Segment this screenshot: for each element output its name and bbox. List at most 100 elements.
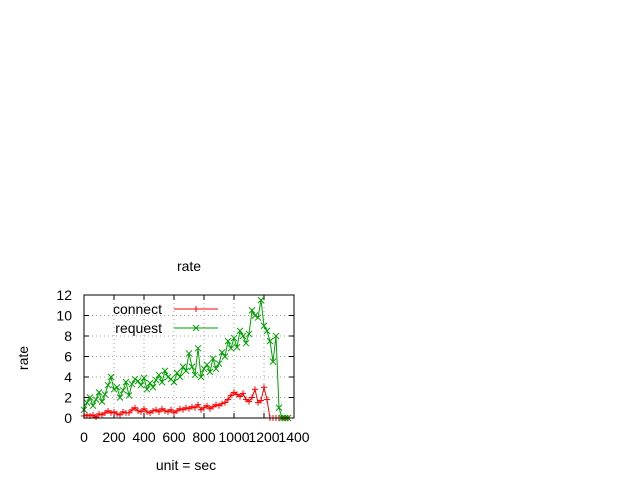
- cross-marker: [107, 373, 115, 381]
- marker-stroke: [251, 312, 259, 319]
- marker-stroke: [257, 296, 265, 304]
- cross-marker: [182, 367, 190, 375]
- cross-marker: [113, 383, 121, 391]
- marker-stroke: [167, 375, 175, 383]
- plus-marker: [219, 400, 225, 407]
- plus-marker: [84, 411, 90, 418]
- cross-marker: [206, 368, 214, 376]
- cross-marker: [116, 394, 124, 401]
- cross-marker: [239, 332, 247, 340]
- cross-marker: [179, 363, 187, 371]
- marker-stroke: [272, 332, 280, 340]
- marker-stroke: [263, 327, 271, 335]
- cross-marker: [92, 396, 100, 403]
- plus-marker: [195, 401, 201, 408]
- cross-marker: [272, 332, 280, 340]
- marker-stroke: [140, 374, 148, 382]
- cross-marker: [266, 337, 274, 345]
- marker-stroke: [260, 322, 268, 330]
- plus-marker: [114, 410, 120, 417]
- marker-stroke: [113, 383, 121, 391]
- plus-marker: [222, 399, 228, 406]
- marker-stroke: [245, 330, 253, 338]
- plus-marker: [177, 405, 183, 412]
- marker-stroke: [275, 404, 283, 412]
- marker-stroke: [173, 369, 181, 377]
- cross-marker: [134, 377, 142, 385]
- x-tick-label: 800: [192, 429, 216, 445]
- cross-marker: [152, 376, 160, 384]
- cross-marker: [218, 349, 226, 356]
- cross-marker: [194, 344, 202, 352]
- chart-title: rate: [177, 258, 201, 274]
- marker-stroke: [188, 363, 196, 371]
- marker-stroke: [92, 396, 100, 403]
- cross-marker: [215, 360, 223, 368]
- series-request: [80, 296, 292, 422]
- cross-marker: [137, 381, 145, 389]
- marker-stroke: [197, 373, 205, 381]
- plus-marker: [204, 402, 210, 409]
- cross-marker: [257, 296, 265, 304]
- plus-marker: [132, 404, 138, 411]
- plus-marker: [249, 394, 255, 401]
- plus-marker: [225, 396, 231, 403]
- cross-marker: [269, 358, 277, 365]
- plus-marker: [144, 408, 150, 415]
- cross-marker: [251, 312, 259, 319]
- marker-stroke: [233, 343, 241, 351]
- cross-marker: [95, 389, 103, 396]
- marker-stroke: [158, 378, 166, 386]
- cross-marker: [140, 374, 148, 382]
- plus-marker: [93, 413, 99, 420]
- cross-marker: [185, 350, 193, 357]
- x-tick-label: 400: [132, 429, 156, 445]
- cross-marker: [155, 371, 163, 379]
- plus-marker: [141, 405, 147, 412]
- cross-marker: [236, 327, 244, 335]
- marker-stroke: [164, 373, 172, 381]
- plus-marker: [264, 396, 270, 403]
- marker-stroke: [203, 361, 211, 369]
- cross-marker: [86, 394, 94, 401]
- marker-stroke: [194, 344, 202, 352]
- cross-marker: [230, 334, 238, 342]
- cross-marker: [275, 404, 283, 412]
- marker-stroke: [221, 353, 229, 360]
- marker-stroke: [266, 337, 274, 345]
- y-tick-label: 0: [64, 410, 72, 426]
- plus-marker: [213, 401, 219, 408]
- marker-stroke: [170, 378, 178, 386]
- marker-stroke: [209, 355, 217, 362]
- marker-stroke: [227, 344, 235, 352]
- marker-stroke: [146, 379, 154, 387]
- x-tick-label: 1200: [248, 429, 279, 445]
- cross-marker: [200, 365, 208, 373]
- cross-marker: [122, 378, 130, 386]
- marker-stroke: [125, 392, 133, 399]
- marker-stroke: [101, 391, 109, 398]
- y-tick-label: 2: [64, 390, 72, 406]
- marker-stroke: [86, 394, 94, 401]
- marker-stroke: [206, 368, 214, 376]
- plus-marker: [258, 397, 264, 404]
- marker-stroke: [122, 378, 130, 386]
- marker-stroke: [192, 324, 200, 332]
- marker-stroke: [191, 371, 199, 379]
- cross-marker: [158, 378, 166, 386]
- marker-stroke: [89, 402, 97, 410]
- plus-marker: [120, 408, 126, 415]
- cross-marker: [131, 375, 139, 383]
- cross-marker: [146, 379, 154, 387]
- marker-stroke: [176, 373, 184, 381]
- cross-marker: [227, 344, 235, 352]
- cross-marker: [89, 402, 97, 410]
- marker-stroke: [230, 334, 238, 342]
- marker-stroke: [224, 337, 232, 345]
- marker-stroke: [242, 339, 250, 347]
- plus-marker: [261, 384, 267, 391]
- marker-stroke: [161, 367, 169, 375]
- y-axis-label: rate: [15, 346, 31, 370]
- cross-marker: [101, 391, 109, 398]
